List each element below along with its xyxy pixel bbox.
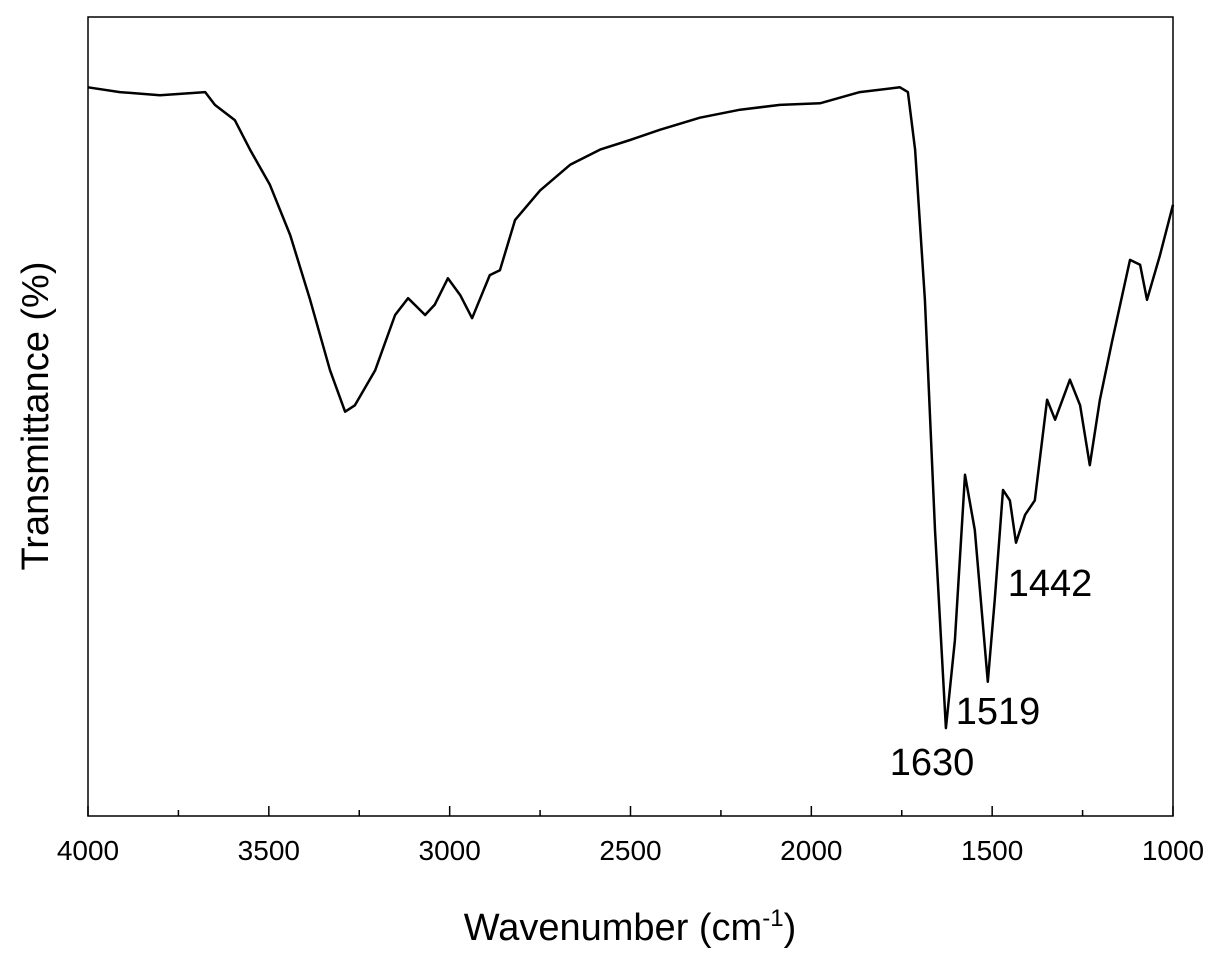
peak-annotation: 1630 <box>890 742 975 784</box>
spectrum-line <box>87 86 1175 730</box>
x-tick-label: 1000 <box>1142 835 1204 866</box>
x-axis-label-suffix: ) <box>784 907 797 949</box>
x-tick-label: 4000 <box>57 835 119 866</box>
x-axis-label-text: Wavenumber (cm <box>464 907 762 949</box>
x-axis-label: Wavenumber (cm-1) <box>464 905 796 949</box>
x-tick-label: 1500 <box>961 835 1023 866</box>
x-tick-label: 2000 <box>780 835 842 866</box>
x-tick-label: 3500 <box>238 835 300 866</box>
x-tick-label: 2500 <box>599 835 661 866</box>
x-axis-label-sup: -1 <box>762 905 783 932</box>
peak-annotation: 1519 <box>956 691 1041 733</box>
y-axis-label: Transmittance (%) <box>15 262 57 571</box>
x-tick-label: 3000 <box>419 835 481 866</box>
peak-annotation: 1442 <box>1008 563 1093 605</box>
